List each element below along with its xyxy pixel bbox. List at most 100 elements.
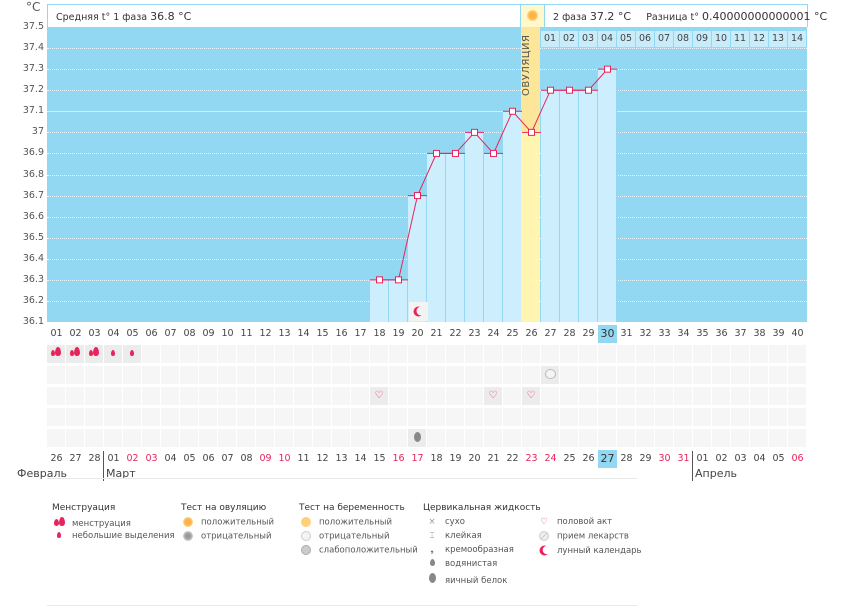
calendar-date[interactable]: 18 bbox=[430, 453, 443, 464]
marker-cell[interactable] bbox=[104, 366, 122, 384]
calendar-date[interactable]: 26 bbox=[50, 453, 63, 464]
marker-cell[interactable] bbox=[47, 387, 65, 405]
calendar-date[interactable]: 26 bbox=[582, 453, 595, 464]
marker-cell[interactable] bbox=[332, 408, 350, 426]
marker-cell[interactable] bbox=[199, 408, 217, 426]
marker-cell[interactable] bbox=[731, 408, 749, 426]
cycle-day-label[interactable]: 31 bbox=[620, 328, 633, 339]
calendar-date[interactable]: 20 bbox=[468, 453, 481, 464]
marker-cell[interactable] bbox=[503, 345, 521, 363]
marker-cell[interactable] bbox=[750, 429, 768, 447]
calendar-date[interactable]: 11 bbox=[297, 453, 310, 464]
marker-cell[interactable] bbox=[313, 366, 331, 384]
calendar-date[interactable]: 31 bbox=[677, 453, 690, 464]
marker-cell[interactable] bbox=[351, 387, 369, 405]
marker-cell[interactable] bbox=[123, 366, 141, 384]
menstruation-light-icon[interactable] bbox=[104, 345, 122, 363]
calendar-date[interactable]: 02 bbox=[126, 453, 139, 464]
marker-cell[interactable] bbox=[484, 345, 502, 363]
marker-cell[interactable] bbox=[294, 345, 312, 363]
calendar-date[interactable]: 06 bbox=[202, 453, 215, 464]
marker-cell[interactable] bbox=[237, 429, 255, 447]
calendar-date[interactable]: 14 bbox=[354, 453, 367, 464]
marker-cell[interactable] bbox=[237, 387, 255, 405]
heart-icon[interactable]: ♡ bbox=[370, 387, 388, 405]
marker-cell[interactable] bbox=[313, 429, 331, 447]
marker-cell[interactable] bbox=[598, 408, 616, 426]
menstruation-heavy-icon[interactable] bbox=[85, 345, 103, 363]
marker-cell[interactable] bbox=[617, 366, 635, 384]
temperature-point[interactable] bbox=[509, 107, 516, 115]
marker-cell[interactable] bbox=[161, 387, 179, 405]
marker-cell[interactable] bbox=[617, 387, 635, 405]
menstruation-heavy-icon[interactable] bbox=[47, 345, 65, 363]
marker-cell[interactable] bbox=[408, 366, 426, 384]
cycle-day-label[interactable]: 15 bbox=[316, 328, 329, 339]
cycle-day-label[interactable]: 24 bbox=[487, 328, 500, 339]
marker-cell[interactable] bbox=[446, 387, 464, 405]
marker-cell[interactable] bbox=[47, 366, 65, 384]
marker-cell[interactable] bbox=[541, 408, 559, 426]
marker-cell[interactable] bbox=[142, 408, 160, 426]
marker-cell[interactable] bbox=[465, 387, 483, 405]
marker-cell[interactable] bbox=[142, 345, 160, 363]
marker-cell[interactable] bbox=[389, 345, 407, 363]
marker-cell[interactable] bbox=[731, 387, 749, 405]
calendar-date[interactable]: 06 bbox=[791, 453, 804, 464]
cycle-day-label[interactable]: 16 bbox=[335, 328, 348, 339]
marker-cell[interactable] bbox=[579, 408, 597, 426]
cycle-day-label[interactable]: 34 bbox=[677, 328, 690, 339]
cycle-day-label[interactable]: 32 bbox=[639, 328, 652, 339]
marker-cell[interactable] bbox=[389, 429, 407, 447]
calendar-date[interactable]: 25 bbox=[563, 453, 576, 464]
calendar-date[interactable]: 15 bbox=[373, 453, 386, 464]
marker-cell[interactable] bbox=[750, 366, 768, 384]
marker-cell[interactable] bbox=[693, 366, 711, 384]
marker-cell[interactable] bbox=[180, 408, 198, 426]
marker-cell[interactable] bbox=[218, 408, 236, 426]
marker-cell[interactable] bbox=[598, 345, 616, 363]
marker-cell[interactable] bbox=[712, 345, 730, 363]
marker-cell[interactable] bbox=[161, 345, 179, 363]
cycle-day-label[interactable]: 21 bbox=[430, 328, 443, 339]
marker-cell[interactable] bbox=[560, 366, 578, 384]
calendar-date[interactable]: 07 bbox=[221, 453, 234, 464]
marker-cell[interactable] bbox=[199, 429, 217, 447]
marker-cell[interactable] bbox=[275, 408, 293, 426]
marker-cell[interactable] bbox=[104, 387, 122, 405]
cycle-day-label[interactable]: 20 bbox=[411, 328, 424, 339]
calendar-date[interactable]: 29 bbox=[639, 453, 652, 464]
calendar-date[interactable]: 05 bbox=[772, 453, 785, 464]
cycle-day-label[interactable]: 38 bbox=[753, 328, 766, 339]
marker-cell[interactable] bbox=[408, 345, 426, 363]
calendar-date[interactable]: 05 bbox=[183, 453, 196, 464]
menstruation-light-icon[interactable] bbox=[123, 345, 141, 363]
cycle-day-label[interactable]: 39 bbox=[772, 328, 785, 339]
cycle-day-label[interactable]: 05 bbox=[126, 328, 139, 339]
marker-cell[interactable] bbox=[161, 408, 179, 426]
marker-cell[interactable] bbox=[427, 429, 445, 447]
cycle-day-label[interactable]: 18 bbox=[373, 328, 386, 339]
temperature-point[interactable] bbox=[528, 128, 535, 136]
calendar-date[interactable]: 22 bbox=[506, 453, 519, 464]
cycle-day-label[interactable]: 33 bbox=[658, 328, 671, 339]
cycle-day-label[interactable]: 36 bbox=[715, 328, 728, 339]
marker-cell[interactable] bbox=[465, 366, 483, 384]
marker-cell[interactable] bbox=[256, 387, 274, 405]
marker-cell[interactable] bbox=[522, 345, 540, 363]
calendar-date[interactable]: 04 bbox=[164, 453, 177, 464]
marker-cell[interactable] bbox=[161, 429, 179, 447]
marker-cell[interactable] bbox=[712, 387, 730, 405]
marker-cell[interactable] bbox=[446, 408, 464, 426]
marker-cell[interactable] bbox=[636, 345, 654, 363]
calendar-date[interactable]: 28 bbox=[620, 453, 633, 464]
temperature-point[interactable] bbox=[604, 65, 611, 73]
cycle-day-label[interactable]: 35 bbox=[696, 328, 709, 339]
marker-cell[interactable] bbox=[693, 429, 711, 447]
marker-cell[interactable] bbox=[237, 366, 255, 384]
marker-cell[interactable] bbox=[275, 387, 293, 405]
calendar-date[interactable]: 10 bbox=[278, 453, 291, 464]
marker-cell[interactable] bbox=[389, 366, 407, 384]
marker-cell[interactable] bbox=[47, 408, 65, 426]
marker-cell[interactable] bbox=[427, 345, 445, 363]
